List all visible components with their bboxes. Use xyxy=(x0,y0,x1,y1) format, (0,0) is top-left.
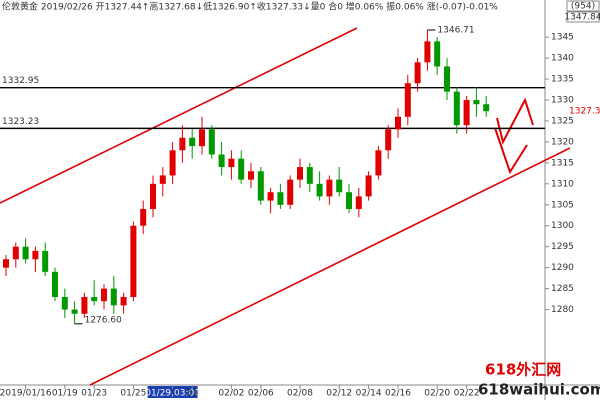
candle-body xyxy=(404,83,411,117)
candle-body xyxy=(12,246,19,260)
x-tick-label: 02/16 xyxy=(385,389,411,399)
candle-body xyxy=(473,100,480,105)
x-tick-label: 01/23 xyxy=(81,389,107,399)
candle-body xyxy=(101,288,107,302)
candle-body xyxy=(365,175,372,197)
watermark: 618waihui.com xyxy=(478,381,600,399)
channel-upper xyxy=(0,27,358,204)
candle-body xyxy=(81,296,88,314)
candle-body xyxy=(267,192,274,201)
candle-body xyxy=(71,309,78,314)
x-tick-label: 01/29,03:00 xyxy=(145,389,200,399)
candle-body xyxy=(434,41,441,67)
top-label: 1347.84 xyxy=(564,13,600,23)
y-tick-label: 1325 xyxy=(551,116,574,126)
candle-body xyxy=(159,175,166,184)
candle-body xyxy=(257,171,264,201)
candle-body xyxy=(248,171,254,180)
candle-body xyxy=(424,41,431,63)
candle-body xyxy=(150,183,156,209)
x-tick-label: 02/08 xyxy=(287,389,313,399)
x-tick-label: 02/14 xyxy=(356,389,382,399)
last-price-box xyxy=(566,106,599,117)
level-label: 1323.23 xyxy=(2,117,39,127)
x-tick-label: 02/20 xyxy=(424,389,450,399)
y-tick-label: 1345 xyxy=(551,33,574,43)
channel-lower xyxy=(89,147,571,386)
level-label: 1332.95 xyxy=(2,76,39,86)
y-tick-label: 1280 xyxy=(551,305,574,315)
y-tick-label: 1320 xyxy=(551,137,574,147)
x-tick-label: 31 xyxy=(186,389,197,399)
candle-body xyxy=(375,150,382,176)
candle-body xyxy=(179,137,186,151)
candle-body xyxy=(22,246,29,260)
corner-box xyxy=(566,0,600,12)
top-box xyxy=(566,11,600,23)
y-tick-label: 1335 xyxy=(551,75,574,85)
y-tick-label: 1290 xyxy=(551,263,574,273)
x-tick-label: 02/22 xyxy=(454,389,480,399)
annotation-label: 1346.71 xyxy=(437,25,474,35)
y-tick-label: 1315 xyxy=(551,158,574,168)
candle-body xyxy=(453,91,460,126)
x-tick-label: 01/19 xyxy=(52,389,78,399)
candle-body xyxy=(169,150,176,176)
candle-body xyxy=(336,179,343,193)
y-tick-label: 1340 xyxy=(551,54,574,64)
y-tick-label: 1310 xyxy=(551,179,574,189)
candle-body xyxy=(42,250,49,272)
x-tick-label: 02/06 xyxy=(248,389,274,399)
candle-body xyxy=(199,129,205,147)
candle-body xyxy=(414,62,421,84)
candle-body xyxy=(355,196,362,209)
candle-body xyxy=(238,158,245,180)
annotation-label: 1276.60 xyxy=(85,315,122,325)
candle-body xyxy=(277,192,284,205)
watermark: 618外汇网 xyxy=(485,361,561,379)
candle-body xyxy=(189,137,196,147)
y-tick-label: 1285 xyxy=(551,284,574,294)
arrow-path xyxy=(496,97,534,145)
candle-body xyxy=(3,259,9,268)
y-tick-label: 1295 xyxy=(551,242,574,252)
candle-body xyxy=(32,250,39,260)
x-tick-label: 02/02 xyxy=(218,389,244,399)
chart-title: 伦敦黄金 2019/02/26 开1327.44↑高1327.68↓低1326.… xyxy=(2,1,498,13)
candle-body xyxy=(91,296,98,302)
y-tick-label: 1300 xyxy=(551,221,574,231)
candle-body xyxy=(444,66,450,92)
candle-body xyxy=(120,296,127,306)
candle-body xyxy=(228,158,235,168)
candle-body xyxy=(395,116,401,130)
candle-body xyxy=(287,179,294,205)
candle-body xyxy=(297,167,303,180)
candle-body xyxy=(52,271,58,297)
candle-body xyxy=(218,154,225,168)
candle-body xyxy=(306,167,313,184)
candle-body xyxy=(316,183,323,197)
last-price-label: 1327.33 xyxy=(569,107,600,117)
candle-body xyxy=(463,100,470,126)
x-tick-label: 2019/01/16 xyxy=(0,389,52,399)
x-tick-label: 01/25 xyxy=(120,389,146,399)
candle-body xyxy=(110,288,117,306)
arrow-path xyxy=(494,127,528,175)
candle-body xyxy=(130,225,137,297)
corner-label: (954) xyxy=(571,2,595,12)
candle-body xyxy=(61,296,68,310)
candle-body xyxy=(346,192,352,209)
y-tick-label: 1305 xyxy=(551,200,574,210)
candle-body xyxy=(385,129,392,151)
candle-body xyxy=(326,179,333,197)
candle-body xyxy=(483,104,490,112)
y-tick-label: 1330 xyxy=(551,96,574,106)
x-tick-label: 02/12 xyxy=(326,389,352,399)
crosshair-label-box xyxy=(147,386,198,398)
candle-body xyxy=(208,129,215,155)
candle-body xyxy=(140,208,147,226)
